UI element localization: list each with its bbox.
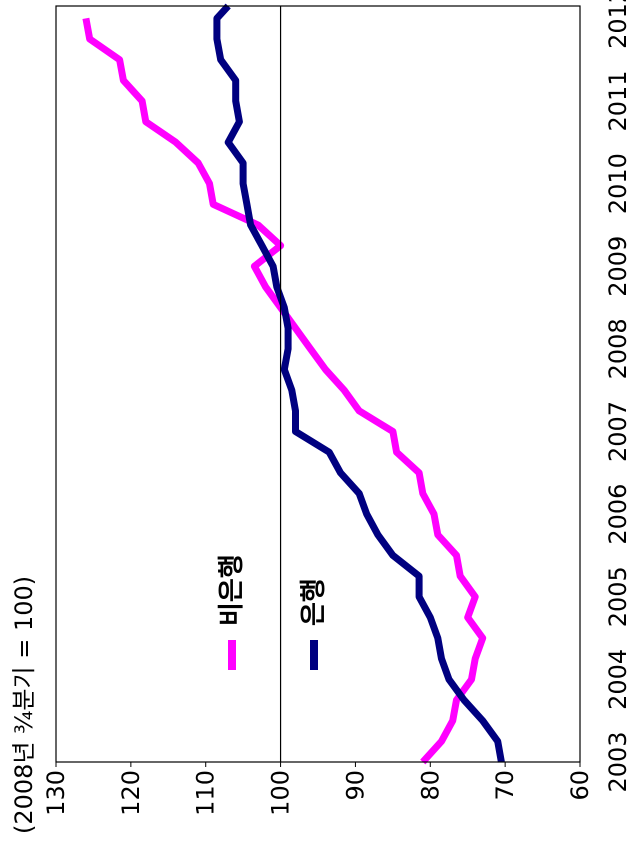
value-tick-label: 90 <box>341 770 369 801</box>
value-tick-label: 110 <box>192 770 220 816</box>
time-tick-label: 2009 <box>604 236 632 297</box>
value-tick-label: 100 <box>267 770 295 816</box>
value-tick-label: 80 <box>416 770 444 801</box>
time-tick-label: 2006 <box>604 484 632 545</box>
value-tick-label: 70 <box>491 770 519 801</box>
legend-label: 은행 <box>299 578 329 626</box>
chart-subtitle: (2008년 ¾분기 = 100) <box>10 576 38 834</box>
time-tick-label: 2010 <box>604 153 632 214</box>
plot-area <box>82 3 505 765</box>
legend-label: 비은행 <box>217 554 247 626</box>
series-line-bank <box>213 3 505 763</box>
time-tick-label: 2007 <box>604 401 632 462</box>
time-tick-label: 2003 <box>604 731 632 792</box>
time-tick-label: 2012 <box>604 0 632 49</box>
value-tick-label: 130 <box>42 770 70 816</box>
time-tick-label: 2008 <box>604 318 632 379</box>
value-tick-label: 120 <box>117 770 145 816</box>
legend: 비은행 은행 <box>217 554 329 670</box>
time-tick-label: 2011 <box>604 70 632 131</box>
time-tick-label: 2004 <box>604 649 632 710</box>
time-tick-label: 2005 <box>604 566 632 627</box>
value-tick-label: 60 <box>566 770 594 801</box>
plot-frame <box>55 5 581 763</box>
series-line-non-bank <box>82 17 487 765</box>
axes: 60 70 80 90 100 110 120 130 2003 2004 2005 2006 2007… <box>10 0 632 834</box>
